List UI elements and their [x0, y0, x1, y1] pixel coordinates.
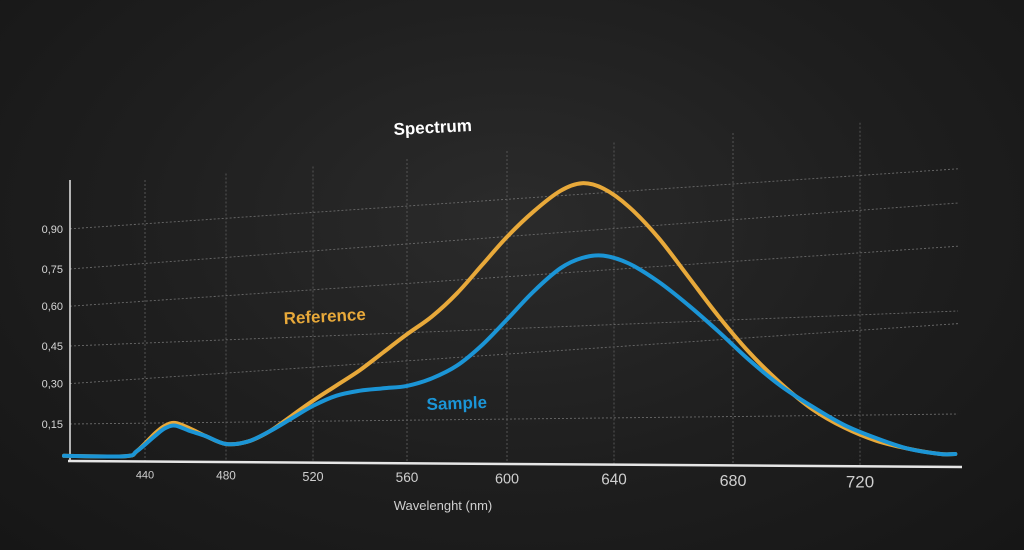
x-tick-labels: 440 480 520 560 600 640 680 720	[136, 469, 874, 492]
grid-line-y-4	[69, 202, 959, 270]
grid-line-y-5	[69, 168, 959, 230]
x-tick-label: 640	[601, 472, 627, 489]
grid-line-y-0	[69, 413, 959, 425]
x-tick-label: 600	[495, 471, 519, 487]
x-tick-label: 720	[846, 473, 874, 492]
grid-line-y-3	[69, 245, 959, 307]
grid-line-y-1	[69, 323, 959, 385]
x-tick-label: 520	[302, 470, 323, 484]
series-line-sample	[62, 253, 958, 459]
y-tick-label: 0,30	[42, 379, 63, 391]
series-label-sample: Sample	[426, 393, 487, 414]
y-tick-label: 0,75	[42, 264, 63, 276]
y-tick-label: 0,15	[42, 419, 63, 431]
y-tick-label: 0,90	[42, 224, 63, 236]
series-lines	[62, 181, 958, 459]
grid-line-y-2	[69, 310, 959, 347]
y-tick-labels: 0,15 0,30 0,45 0,60 0,75 0,90	[42, 224, 63, 431]
x-tick-label: 560	[396, 470, 419, 485]
x-tick-label: 680	[720, 472, 747, 490]
x-axis-label: Wavelenght (nm)	[394, 498, 493, 513]
chart-title: Spectrum	[393, 116, 472, 139]
x-tick-label: 480	[216, 469, 236, 483]
series-label-reference: Reference	[283, 305, 366, 328]
series-line-reference	[62, 181, 958, 459]
x-axis	[67, 459, 963, 469]
axes	[67, 180, 963, 469]
grid	[69, 122, 959, 467]
y-tick-label: 0,60	[42, 301, 63, 313]
y-tick-label: 0,45	[42, 341, 63, 353]
x-tick-label: 440	[136, 470, 154, 482]
